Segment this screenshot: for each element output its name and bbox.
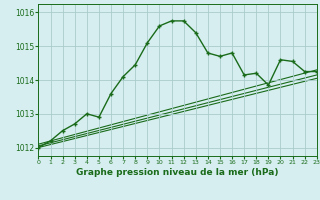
X-axis label: Graphe pression niveau de la mer (hPa): Graphe pression niveau de la mer (hPa) (76, 168, 279, 177)
